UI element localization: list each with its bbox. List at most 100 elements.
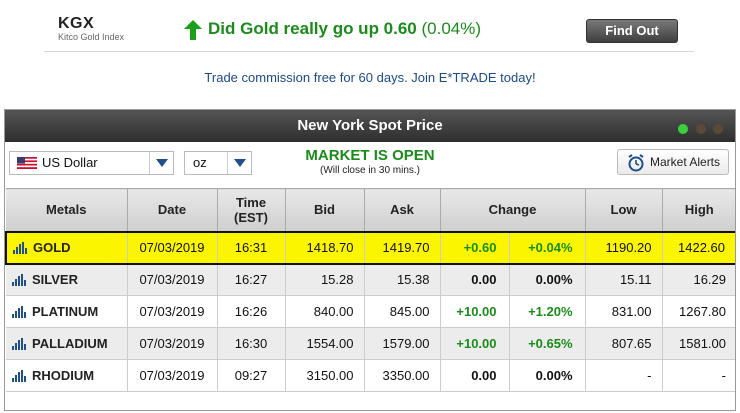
market-open-label: MARKET IS OPEN [305,147,435,164]
bar-chart-icon[interactable] [12,274,26,287]
col-header-time-label: Time [235,194,267,210]
high-cell: 1581.00 [662,327,735,360]
table-row[interactable]: SILVER 07/03/2019 16:27 15.28 15.38 0.00… [6,263,735,296]
table-row[interactable]: GOLD 07/03/2019 16:31 1418.70 1419.70 +0… [5,230,735,265]
low-cell: 1190.20 [585,230,663,265]
unit-value: oz [193,155,207,170]
us-flag-icon [17,157,37,169]
chevron-down-icon[interactable] [149,152,173,174]
change-percent-cell: +1.20% [509,295,586,328]
promo-banner: Trade commission free for 60 days. Join … [0,70,740,85]
table-header-row: Metals Date Time (EST) Bid Ask Change Lo… [6,188,735,232]
status-dot-dark-icon [713,124,723,134]
bid-cell: 1554.00 [285,327,365,360]
table-row[interactable]: PLATINUM 07/03/2019 16:26 840.00 845.00 … [6,295,735,328]
metal-cell[interactable]: RHODIUM [6,359,128,392]
high-cell: 1267.80 [662,295,735,328]
metal-name[interactable]: PALLADIUM [32,336,108,351]
ask-cell: 1579.00 [364,327,441,360]
bid-cell: 840.00 [285,295,365,328]
unit-select[interactable]: oz [184,151,252,175]
col-header-metals: Metals [6,188,128,232]
metal-name[interactable]: GOLD [33,240,71,255]
col-header-time-zone: (EST) [234,209,268,225]
spot-price-panel: New York Spot Price US Dollar oz MARK [4,109,736,411]
market-alerts-button[interactable]: Market Alerts [617,149,729,175]
time-cell: 16:26 [217,295,286,328]
col-header-bid: Bid [285,188,365,232]
kgx-subtitle: Kitco Gold Index [58,32,125,42]
table-row[interactable]: PALLADIUM 07/03/2019 16:30 1554.00 1579.… [6,327,735,360]
spot-price-table: Metals Date Time (EST) Bid Ask Change Lo… [5,188,735,392]
bar-chart-icon[interactable] [12,370,26,382]
high-cell: - [662,359,735,392]
market-alerts-label: Market Alerts [650,155,721,169]
panel-header: New York Spot Price [5,110,735,142]
kgx-banner: KGX Kitco Gold Index Did Gold really go … [44,10,694,52]
up-arrow-icon [184,19,202,40]
panel-title: New York Spot Price [297,117,443,134]
etrade-promo-link[interactable]: Trade commission free for 60 days. Join … [204,70,536,85]
time-cell: 16:27 [217,263,286,296]
status-dot-green-icon [678,124,689,134]
low-cell: 831.00 [585,295,663,328]
metal-name[interactable]: PLATINUM [32,304,99,319]
metal-cell[interactable]: SILVER [6,263,128,296]
low-cell: - [585,359,663,392]
find-out-button[interactable]: Find Out [586,19,678,43]
change-cell: +0.60 [440,230,510,265]
bar-chart-icon[interactable] [12,306,26,318]
market-status: MARKET IS OPEN (Will close in 30 mins.) [270,147,470,177]
ask-cell: 1419.70 [364,230,441,265]
kgx-logo[interactable]: KGX Kitco Gold Index [58,15,125,43]
high-cell: 1422.60 [662,230,735,265]
col-header-date: Date [127,188,218,232]
bid-cell: 3150.00 [285,359,365,392]
metal-cell[interactable]: GOLD [5,230,128,265]
date-cell: 07/03/2019 [127,359,218,392]
alarm-clock-icon [628,154,644,172]
change-percent-cell: +0.65% [509,327,586,360]
kgx-percent: (0.04%) [421,19,482,38]
bar-chart-icon[interactable] [13,242,27,254]
status-dot-dark-icon [695,124,706,134]
change-cell: 0.00 [440,263,510,296]
low-cell: 15.11 [585,263,663,296]
time-cell: 16:30 [217,327,286,360]
kgx-question: Did Gold really go up 0.60 [208,19,417,38]
high-cell: 16.29 [662,263,735,296]
date-cell: 07/03/2019 [127,327,218,360]
kgx-headline[interactable]: Did Gold really go up 0.60 (0.04%) [184,18,481,40]
col-header-low: Low [585,188,663,232]
bar-chart-icon[interactable] [12,338,26,350]
metal-cell[interactable]: PLATINUM [6,295,128,328]
col-header-time: Time (EST) [217,188,286,232]
change-percent-cell: 0.00% [509,263,586,296]
currency-value: US Dollar [42,155,98,170]
time-cell: 16:31 [217,230,286,265]
change-cell: +10.00 [440,327,510,360]
col-header-ask: Ask [364,188,441,232]
change-percent-cell: +0.04% [509,230,586,265]
ask-cell: 3350.00 [364,359,441,392]
market-close-note: (Will close in 30 mins.) [319,165,421,176]
metal-name[interactable]: SILVER [32,272,78,288]
chevron-down-icon[interactable] [227,152,251,174]
bid-cell: 1418.70 [285,230,365,265]
date-cell: 07/03/2019 [127,263,218,296]
bid-cell: 15.28 [285,263,365,296]
ask-cell: 15.38 [364,263,441,296]
time-cell: 09:27 [217,359,286,392]
date-cell: 07/03/2019 [127,295,218,328]
low-cell: 807.65 [585,327,663,360]
ask-cell: 845.00 [364,295,441,328]
currency-select[interactable]: US Dollar [9,151,174,175]
kgx-title: KGX [58,15,95,32]
col-header-high: High [662,188,735,232]
status-dots [675,121,723,139]
change-cell: +10.00 [440,295,510,328]
table-row[interactable]: RHODIUM 07/03/2019 09:27 3150.00 3350.00… [6,359,735,392]
panel-controls: US Dollar oz MARKET IS OPEN (Will close … [5,142,735,188]
metal-cell[interactable]: PALLADIUM [6,327,128,360]
metal-name[interactable]: RHODIUM [32,368,95,383]
